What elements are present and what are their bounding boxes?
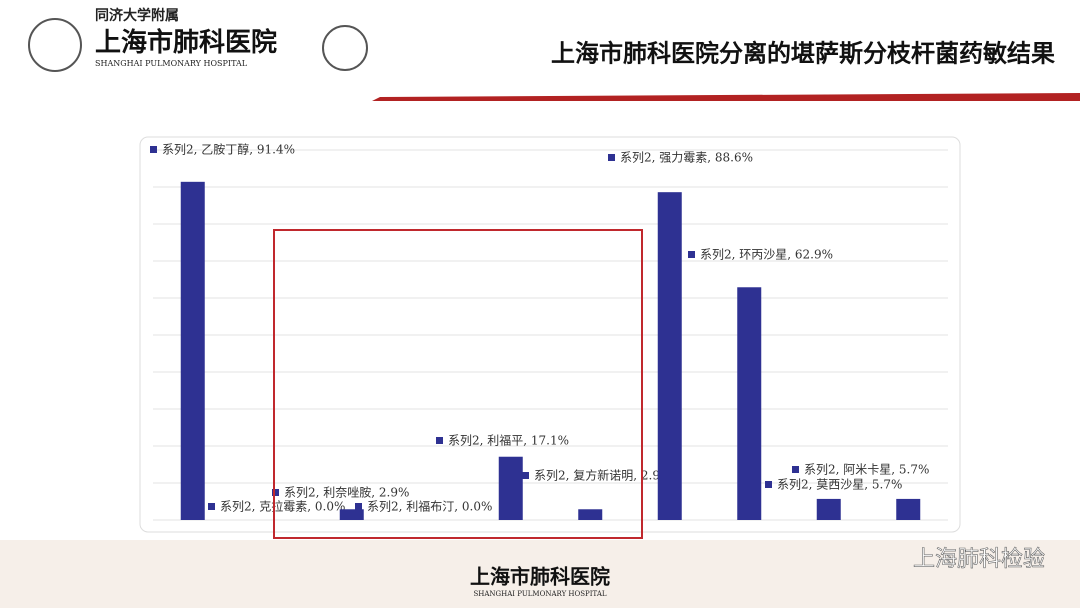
label-marker [150, 146, 157, 153]
label-marker [522, 472, 529, 479]
data-label: 系列2, 莫西沙星, 5.7% [777, 478, 902, 492]
title-rule [372, 93, 1080, 101]
data-label: 系列2, 强力霉素, 88.6% [620, 151, 753, 165]
data-label: 系列2, 利福平, 17.1% [448, 433, 569, 448]
hospital-name-en: SHANGHAI PULMONARY HOSPITAL [95, 59, 248, 68]
bar [816, 498, 841, 520]
data-label: 系列2, 利福布汀, 0.0% [367, 499, 492, 514]
plot: 系列2, 乙胺丁醇, 91.4% 系列2, 克拉霉素, 0.0%系列2, 利奈唑胺… [150, 142, 948, 521]
label-marker [355, 503, 362, 510]
footer-hospital: 上海市肺科医院 [470, 565, 610, 589]
affiliation: 同济大学附属 [95, 7, 179, 24]
label-marker [792, 466, 799, 473]
footer-hospital-en: SHANGHAI PULMONARY HOSPITAL [473, 590, 606, 598]
bar [657, 192, 682, 520]
label-marker [272, 489, 279, 496]
bar [737, 287, 762, 520]
bar [339, 509, 364, 520]
logo-emblem [28, 18, 82, 72]
label-marker [688, 251, 695, 258]
label-marker [765, 481, 772, 488]
bar [896, 498, 921, 520]
label-marker [608, 154, 615, 161]
data-label: 系列2, 克拉霉素, 0.0% [220, 499, 345, 514]
label-marker [208, 503, 215, 510]
footer-band [0, 540, 1080, 608]
bar [180, 181, 205, 520]
label-marker [436, 437, 443, 444]
data-label: 系列2, 环丙沙星, 62.9% [700, 248, 833, 262]
data-label: 系列2, 利奈唑胺, 2.9% [284, 486, 409, 500]
hospital-name: 上海市肺科医院 [95, 27, 277, 58]
slide-title: 上海市肺科医院分离的堪萨斯分枝杆菌药敏结果 [551, 39, 1055, 68]
bar [498, 456, 523, 520]
watermark: 上海肺科检验 [913, 547, 1045, 572]
highlight-box [273, 229, 643, 539]
logo-emblem-2 [322, 25, 368, 71]
data-label: 系列2, 复方新诺明, 2.9% [534, 468, 671, 483]
bar [578, 509, 603, 520]
data-label: 系列2, 乙胺丁醇, 91.4% [162, 142, 295, 157]
data-label: 系列2, 阿米卡星, 5.7% [804, 463, 929, 477]
